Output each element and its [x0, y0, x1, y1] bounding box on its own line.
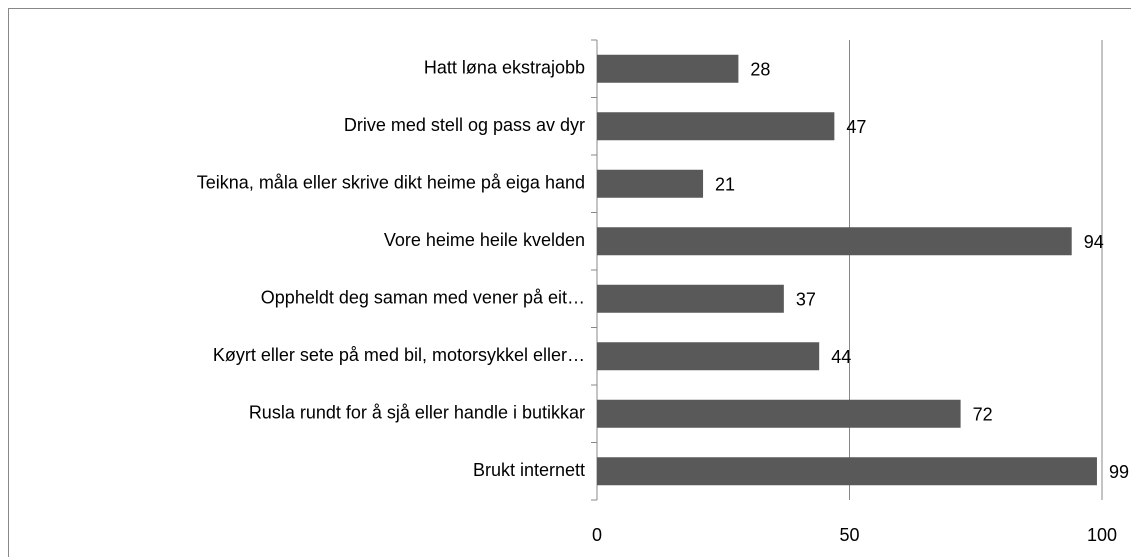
y-tick-label: Oppheldt deg saman med vener på eit… [261, 288, 585, 308]
data-label: 99 [1109, 462, 1129, 482]
y-tick-label: Rusla rundt for å sjå eller handle i but… [249, 403, 585, 423]
data-label: 28 [750, 60, 770, 80]
y-tick-label: Brukt internett [473, 460, 585, 480]
bar [597, 342, 820, 371]
data-label: 21 [715, 175, 735, 195]
data-label: 37 [796, 290, 816, 310]
data-label: 94 [1084, 232, 1104, 252]
bar [597, 227, 1072, 256]
bar [597, 112, 835, 141]
y-tick-label: Hatt løna ekstrajobb [424, 58, 585, 78]
bar [597, 54, 739, 83]
x-tick-label: 0 [592, 525, 602, 545]
x-tick-label: 100 [1087, 525, 1117, 545]
bar [597, 457, 1097, 486]
y-tick-label: Vore heime heile kvelden [384, 230, 585, 250]
data-label: 44 [831, 347, 851, 367]
x-tick-label: 50 [839, 525, 859, 545]
bar [597, 399, 961, 428]
chart-frame [8, 8, 1131, 557]
data-label: 72 [973, 405, 993, 425]
data-label: 47 [846, 117, 866, 137]
y-tick-label: Drive med stell og pass av dyr [344, 115, 585, 135]
bar [597, 284, 784, 313]
bar [597, 169, 704, 198]
y-tick-label: Køyrt eller sete på med bil, motorsykkel… [213, 345, 585, 365]
y-tick-label: Teikna, måla eller skrive dikt heime på … [197, 173, 585, 193]
